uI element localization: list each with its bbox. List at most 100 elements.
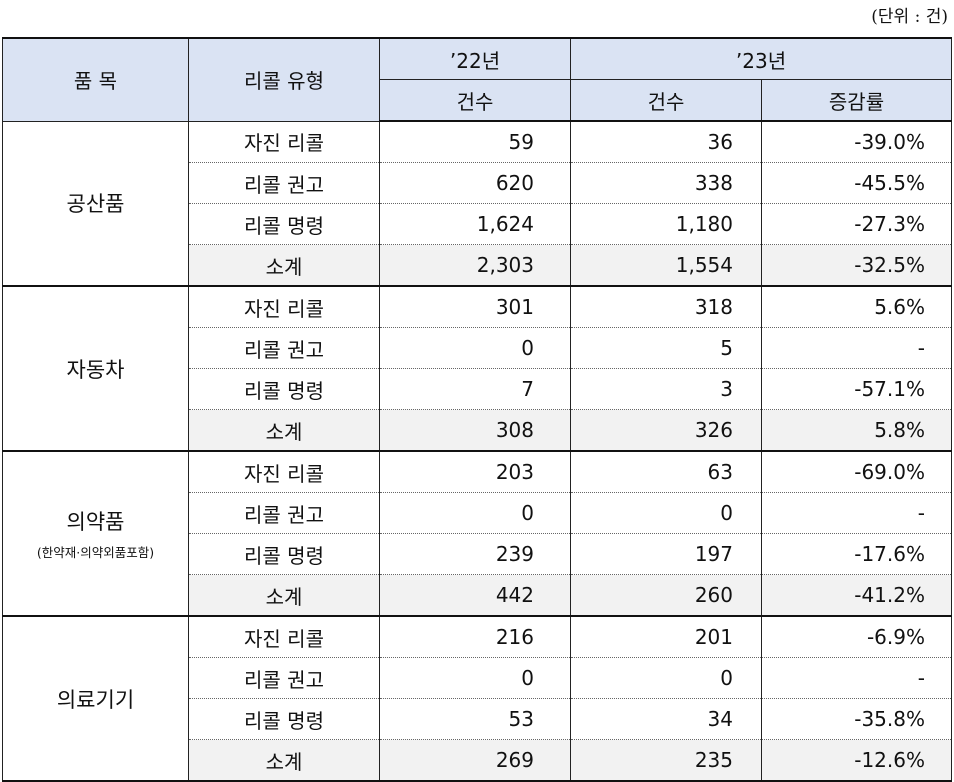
count-2023-cell: 36 [570, 121, 762, 163]
category-name: 자동차 [66, 357, 125, 382]
count-2023-cell: 5 [570, 327, 762, 369]
table-row: 리콜 명령 239 197 -17.6% [3, 533, 952, 575]
count-2023-cell: 1,554 [570, 244, 762, 287]
table-row: 공산품 자진 리콜 59 36 -39.0% [2, 121, 952, 287]
recall-type-cell: 리콜 권고 [188, 327, 380, 369]
recall-type-cell: 소계 [188, 409, 380, 452]
change-rate-cell: - [761, 657, 952, 699]
recall-type-cell: 리콜 권고 [188, 162, 380, 204]
count-2022-cell: 59 [379, 121, 571, 163]
table-row: 리콜 명령 7 3 -57.1% [3, 368, 952, 410]
count-2022-cell: 1,624 [379, 203, 571, 245]
category-cell: 공산품 [2, 121, 189, 287]
recall-type-cell: 소계 [188, 244, 380, 287]
count-2023-cell: 0 [570, 657, 762, 699]
unit-label: (단위 : 건) [871, 7, 948, 27]
category-name: 의약품 [66, 510, 125, 534]
recall-type-cell: 자진 리콜 [188, 286, 380, 328]
subtotal-row: 소계 308 326 5.8% [3, 409, 952, 452]
change-rate-cell: -32.5% [761, 244, 952, 287]
change-rate-cell: - [761, 327, 952, 369]
change-rate-cell: 5.6% [761, 286, 952, 328]
change-rate-cell: -17.6% [761, 533, 952, 575]
category-name: 의료기기 [56, 687, 135, 712]
count-2022-cell: 216 [379, 616, 571, 658]
count-2023-cell: 0 [570, 492, 762, 534]
count-2023-cell: 260 [570, 574, 762, 617]
count-2022-cell: 620 [379, 162, 571, 204]
category-cell: 자동차 [2, 286, 189, 452]
table-row: 의료기기 자진 리콜 216 201 -6.9% [2, 616, 952, 782]
subtotal-row: 소계 442 260 -41.2% [3, 574, 952, 617]
table-row: 리콜 권고 0 0- [3, 657, 952, 699]
change-rate-cell: -41.2% [761, 574, 952, 617]
table-row: 리콜 명령 53 34 -35.8% [3, 698, 952, 740]
change-rate-cell: -35.8% [761, 698, 952, 740]
header-year-2023: ’23년 [570, 37, 952, 80]
table-row: 리콜 권고 0 0- [3, 492, 952, 534]
recall-type-cell: 자진 리콜 [188, 451, 380, 493]
recall-type-cell: 리콜 명령 [188, 368, 380, 410]
count-2022-cell: 7 [379, 368, 571, 410]
count-2023-cell: 318 [570, 286, 762, 328]
count-2022-cell: 0 [379, 657, 571, 699]
recall-type-cell: 리콜 명령 [188, 698, 380, 740]
header-count-2023: 건수 [570, 79, 762, 122]
count-2022-cell: 308 [379, 409, 571, 452]
count-2022-cell: 442 [379, 574, 571, 617]
header-change-rate: 증감률 [761, 79, 952, 122]
table-row: 리콜 명령 1,624 1,180 -27.3% [3, 203, 952, 245]
count-2023-cell: 197 [570, 533, 762, 575]
count-2022-cell: 53 [379, 698, 571, 740]
change-rate-cell: -6.9% [761, 616, 952, 658]
recall-type-cell: 리콜 권고 [188, 657, 380, 699]
table-row: 자동차 자진 리콜 301 318 5.6% [2, 286, 952, 452]
table-header: 품 목 리콜 유형 ’22년 ’23년 건수 건수 증감률 [2, 37, 952, 122]
change-rate-cell: -69.0% [761, 451, 952, 493]
category-cell: 의약품 (한약재·의약외품포함) [2, 451, 189, 617]
count-2023-cell: 34 [570, 698, 762, 740]
count-2023-cell: 235 [570, 739, 762, 782]
header-category: 품 목 [2, 37, 189, 122]
recall-type-cell: 리콜 권고 [188, 492, 380, 534]
count-2022-cell: 0 [379, 492, 571, 534]
change-rate-cell: 5.8% [761, 409, 952, 452]
category-note: (한약재·의약외품포함) [36, 545, 155, 560]
recall-type-cell: 자진 리콜 [188, 121, 380, 163]
change-rate-cell: -39.0% [761, 121, 952, 163]
count-2022-cell: 301 [379, 286, 571, 328]
count-2023-cell: 201 [570, 616, 762, 658]
count-2022-cell: 2,303 [379, 244, 571, 287]
recall-type-cell: 리콜 명령 [188, 533, 380, 575]
change-rate-cell: - [761, 492, 952, 534]
subtotal-row: 소계 2,303 1,554 -32.5% [3, 244, 952, 287]
count-2022-cell: 203 [379, 451, 571, 493]
subtotal-row: 소계 269 235 -12.6% [3, 739, 952, 782]
recall-type-cell: 자진 리콜 [188, 616, 380, 658]
recall-type-cell: 소계 [188, 739, 380, 782]
table-body: 공산품 자진 리콜 59 36 -39.0% 리콜 권고 620 338 -45.5% 리콜 명령… [2, 121, 952, 782]
change-rate-cell: -12.6% [761, 739, 952, 782]
table-row: 리콜 권고 620 338 -45.5% [3, 162, 952, 204]
table-row: 리콜 권고 0 5- [3, 327, 952, 369]
recall-type-cell: 소계 [188, 574, 380, 617]
count-2023-cell: 326 [570, 409, 762, 452]
table-row: 의약품 (한약재·의약외품포함) 자진 리콜 203 63 -69.0% [2, 451, 952, 617]
count-2022-cell: 269 [379, 739, 571, 782]
change-rate-cell: -45.5% [761, 162, 952, 204]
count-2023-cell: 3 [570, 368, 762, 410]
count-2023-cell: 338 [570, 162, 762, 204]
category-cell: 의료기기 [2, 616, 189, 782]
count-2023-cell: 1,180 [570, 203, 762, 245]
recall-statistics-table: 품 목 리콜 유형 ’22년 ’23년 건수 건수 증감률 공산품 자진 리콜 59… [2, 37, 952, 782]
header-count-2022: 건수 [379, 79, 571, 122]
count-2022-cell: 239 [379, 533, 571, 575]
recall-type-cell: 리콜 명령 [188, 203, 380, 245]
change-rate-cell: -27.3% [761, 203, 952, 245]
count-2023-cell: 63 [570, 451, 762, 493]
change-rate-cell: -57.1% [761, 368, 952, 410]
header-recall-type: 리콜 유형 [188, 37, 380, 122]
category-name: 공산품 [66, 192, 125, 217]
count-2022-cell: 0 [379, 327, 571, 369]
header-year-2022: ’22년 [379, 37, 571, 80]
